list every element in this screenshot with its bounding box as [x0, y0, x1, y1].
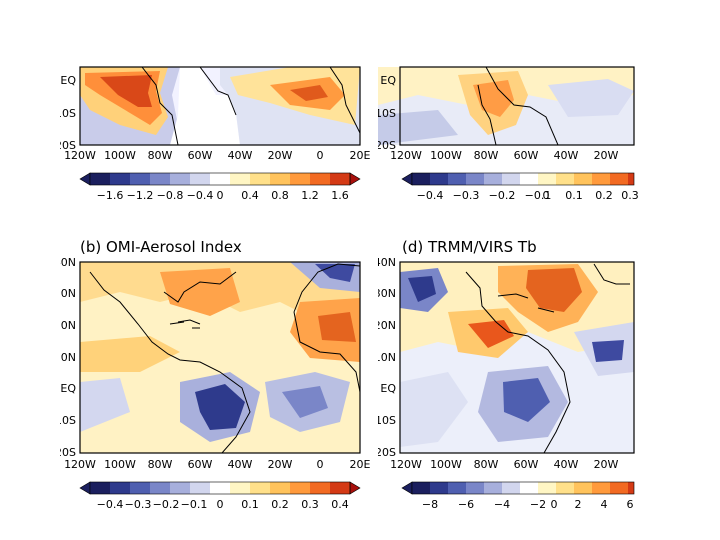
panel-a-xtick: 60W [188, 149, 213, 162]
panel-d-xtick: 100W [430, 458, 462, 471]
panel-b-xtick: 40W [228, 458, 253, 471]
panel-b-cb-label: 0.4 [331, 498, 349, 511]
panel-c-cb-label: −0.2 [489, 189, 516, 202]
panel-c-xtick: 120W [390, 149, 422, 162]
panel-b-xtick: 60W [188, 458, 213, 471]
panel-a-cb-label: −0.4 [187, 189, 214, 202]
panel-d-cb-label: −4 [494, 498, 510, 511]
panel-b-ytick: 40N [60, 256, 76, 269]
panel-a-cb-label: −1.6 [97, 189, 124, 202]
panel-d-xtick: 20W [594, 458, 619, 471]
panel-b-xtick: 80W [148, 458, 173, 471]
panel-a-xtick: 40W [228, 149, 253, 162]
panel-c-ytick: 10S [378, 107, 396, 120]
panel-a-colorbar [79, 172, 361, 186]
panel-d-cb-label: 6 [627, 498, 634, 511]
panel-b-cb-label: 0.1 [241, 498, 259, 511]
panel-b-ytick: 10N [60, 351, 76, 364]
panel-a-cb-label: −1.2 [127, 189, 154, 202]
panel-d-ytick: 30N [378, 287, 396, 300]
panel-c-cb-label: 0 [543, 189, 550, 202]
panel-d-ytick: 20S [378, 446, 396, 459]
panel-a-xtick: 20W [268, 149, 293, 162]
panel-d: (d) TRMM/VIRS Tb 40N 30N 20N 10N EQ 10S … [378, 238, 635, 511]
panel-c-xtick: 100W [430, 149, 462, 162]
panel-a-ytick: 10S [60, 107, 76, 120]
panel-d-cb-label: 2 [575, 498, 582, 511]
panel-a-cb-label: 0 [217, 189, 224, 202]
panel-d-ytick: 10S [378, 414, 396, 427]
panel-a-ytick: EQ [60, 74, 76, 87]
panel-b-colorbar [79, 481, 361, 495]
panel-c-cb-label: −0.4 [417, 189, 444, 202]
panel-c-xtick: 40W [554, 149, 579, 162]
panel-c-xtick: 80W [474, 149, 499, 162]
panel-c: EQ 10S 20S 120W 100W 80W 60W 40W 20W −0.… [378, 66, 639, 202]
panel-b-cb-label: −0.4 [97, 498, 124, 511]
panel-b-cb-label: −0.2 [153, 498, 180, 511]
panel-d-xtick: 60W [514, 458, 539, 471]
panel-a-cb-label: −0.8 [157, 189, 184, 202]
panel-b-map [80, 262, 360, 453]
panel-a-cb-label: 0.4 [241, 189, 259, 202]
panel-c-xtick: 60W [514, 149, 539, 162]
panel-c-ytick: EQ [380, 74, 396, 87]
panel-b-cb-label: −0.3 [125, 498, 152, 511]
panel-b-xtick: 20W [268, 458, 293, 471]
panel-d-ytick: EQ [380, 382, 396, 395]
panel-a-ytick: 20S [60, 139, 76, 152]
panel-d-cb-label: 0 [551, 498, 558, 511]
panel-a-map [80, 67, 360, 145]
panel-d-cb-label: −2 [530, 498, 546, 511]
panel-a-xtick: 80W [148, 149, 173, 162]
panel-c-cb-label: −0.3 [453, 189, 480, 202]
panel-b-cb-label: 0.3 [301, 498, 319, 511]
panel-b-cb-label: 0 [217, 498, 224, 511]
panel-a: EQ 10S 20S 120W 100W 80W 60W 40W 20W 0 2… [60, 66, 371, 202]
panel-b-cb-label: −0.1 [181, 498, 208, 511]
panel-b: (b) OMI-Aerosol Index 40N 30N 20N 10N EQ… [60, 238, 371, 511]
panel-d-ytick: 20N [378, 319, 396, 332]
panel-d-xtick: 80W [474, 458, 499, 471]
panel-b-xtick: 20E [350, 458, 371, 471]
panel-d-map [400, 262, 634, 453]
panel-a-xtick: 120W [64, 149, 96, 162]
panel-a-cb-label: 0.8 [271, 189, 289, 202]
panel-a-cb-label: 1.6 [331, 189, 349, 202]
panel-c-ytick: 20S [378, 139, 396, 152]
panel-d-cb-label: 4 [601, 498, 608, 511]
panel-d-ytick: 40N [378, 256, 396, 269]
panel-d-title: (d) TRMM/VIRS Tb [402, 238, 537, 256]
panel-a-xtick: 100W [104, 149, 136, 162]
panel-a-xtick: 20E [350, 149, 371, 162]
panel-b-ytick: 20S [60, 446, 76, 459]
panel-d-ytick: 10N [378, 351, 396, 364]
panel-b-ytick: 20N [60, 319, 76, 332]
panel-d-cb-label: −8 [422, 498, 438, 511]
panel-c-colorbar [401, 172, 635, 186]
panel-a-xtick: 0 [317, 149, 324, 162]
panel-c-cb-label: 0.1 [565, 189, 583, 202]
panel-b-ytick: EQ [60, 382, 76, 395]
panel-c-cb-label: −0.1 [525, 189, 552, 202]
panel-b-xtick: 120W [64, 458, 96, 471]
panel-c-xtick: 20W [594, 149, 619, 162]
panel-b-ytick: 30N [60, 287, 76, 300]
panel-d-colorbar [401, 481, 635, 495]
panel-d-xtick: 40W [554, 458, 579, 471]
panel-b-ytick: 10S [60, 414, 76, 427]
panel-b-xtick: 0 [317, 458, 324, 471]
panel-d-xtick: 120W [390, 458, 422, 471]
panel-a-cb-label: 1.2 [301, 189, 319, 202]
panel-b-title: (b) OMI-Aerosol Index [80, 238, 242, 256]
panel-b-cb-label: 0.2 [271, 498, 289, 511]
panel-c-cb-label: 0.2 [595, 189, 613, 202]
panel-d-cb-label: −6 [458, 498, 474, 511]
panel-c-cb-label: 0.3 [621, 189, 639, 202]
panel-c-map [378, 67, 634, 145]
panel-b-xtick: 100W [104, 458, 136, 471]
